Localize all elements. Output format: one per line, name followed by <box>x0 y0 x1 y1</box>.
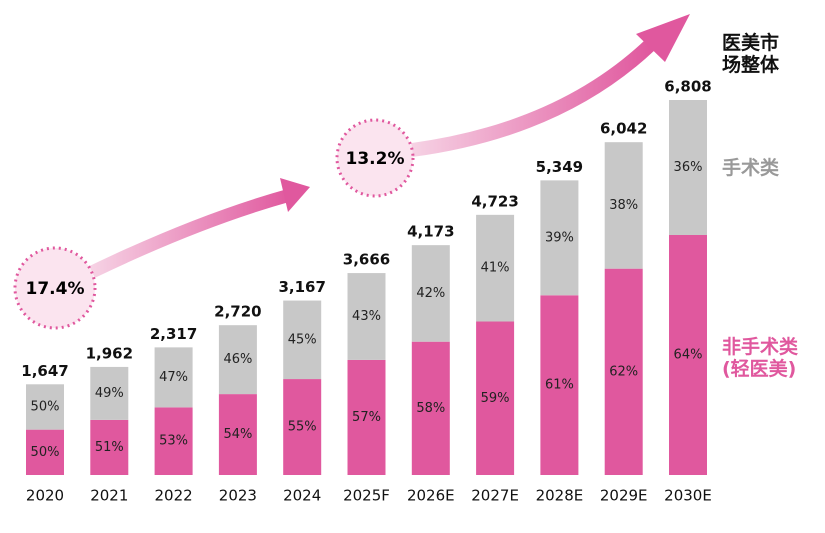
value-label: 46% <box>223 352 252 367</box>
bar-segment <box>540 295 579 475</box>
growth-arrow <box>411 14 690 157</box>
x-tick-label: 2028E <box>536 487 584 505</box>
bar-segment <box>411 245 450 342</box>
value-label: 47% <box>159 370 188 385</box>
annotation-bubble <box>335 118 415 198</box>
annotation: 17.4% <box>26 279 85 299</box>
value-label: 64% <box>674 348 703 363</box>
bar-segment <box>283 300 322 380</box>
x-tick-label: 2030E <box>664 487 712 505</box>
value-label: 43% <box>352 309 381 324</box>
bar-segment <box>347 273 386 360</box>
total-label: 2,720 <box>214 303 261 321</box>
x-tick-label: 2025F <box>343 487 390 505</box>
bar-segment <box>26 429 64 475</box>
bar-segment <box>283 379 322 475</box>
total-label: 3,167 <box>278 278 325 296</box>
value-label: 62% <box>609 364 638 379</box>
bar-segment <box>218 325 257 395</box>
legend-total: 医美市场整体 <box>722 32 780 76</box>
x-tick-label: 2029E <box>600 487 648 505</box>
annotation-bubble <box>13 246 97 330</box>
value-label: 36% <box>674 160 703 175</box>
total-label: 4,173 <box>407 223 454 241</box>
value-label: 53% <box>159 434 188 449</box>
growth-arrow <box>89 178 310 278</box>
bar-segment <box>669 235 707 475</box>
bar-segment <box>90 366 129 420</box>
bar-segment <box>347 359 386 475</box>
bar-segment <box>154 347 193 408</box>
bar-segment <box>411 341 450 475</box>
total-label: 1,647 <box>21 362 68 380</box>
total-label: 6,042 <box>600 120 647 138</box>
x-tick-label: 2022 <box>155 487 193 505</box>
x-tick-label: 2024 <box>283 487 321 505</box>
total-label: 4,723 <box>471 192 518 210</box>
x-tick-label: 2026E <box>407 487 455 505</box>
value-label: 42% <box>416 286 445 301</box>
value-label: 38% <box>609 198 638 213</box>
total-label: 5,349 <box>536 158 583 176</box>
total-label: 3,666 <box>343 251 390 269</box>
total-label: 2,317 <box>150 325 197 343</box>
bar-segment <box>604 142 643 269</box>
value-label: 58% <box>416 401 445 416</box>
value-label: 50% <box>31 399 60 414</box>
bar-segment <box>604 268 643 475</box>
value-label: 49% <box>95 386 124 401</box>
value-label: 50% <box>31 445 60 460</box>
total-label: 1,962 <box>86 344 133 362</box>
bar-segment <box>476 214 515 322</box>
bar-segment <box>26 384 64 430</box>
value-label: 61% <box>545 378 574 393</box>
value-label: 51% <box>95 440 124 455</box>
value-label: 45% <box>288 332 317 347</box>
bar-segment <box>218 394 257 475</box>
value-label: 39% <box>545 230 574 245</box>
value-label: 41% <box>481 261 510 276</box>
bar-segment <box>476 321 515 475</box>
value-label: 54% <box>223 427 252 442</box>
bar-segment <box>90 419 129 475</box>
value-label: 55% <box>288 420 317 435</box>
x-tick-label: 2027E <box>471 487 519 505</box>
annotation: 13.2% <box>346 149 405 169</box>
bar-segment <box>540 180 579 296</box>
total-label: 6,808 <box>664 78 711 96</box>
bar-segment <box>669 100 707 235</box>
legend-label: 手术类 <box>722 157 780 179</box>
x-tick-label: 2020 <box>26 487 64 505</box>
legend-label: 非手术类(轻医美) <box>722 336 799 380</box>
value-label: 59% <box>481 391 510 406</box>
bar-segment <box>154 407 193 475</box>
x-tick-label: 2023 <box>219 487 257 505</box>
value-label: 57% <box>352 410 381 425</box>
x-tick-label: 2021 <box>90 487 128 505</box>
